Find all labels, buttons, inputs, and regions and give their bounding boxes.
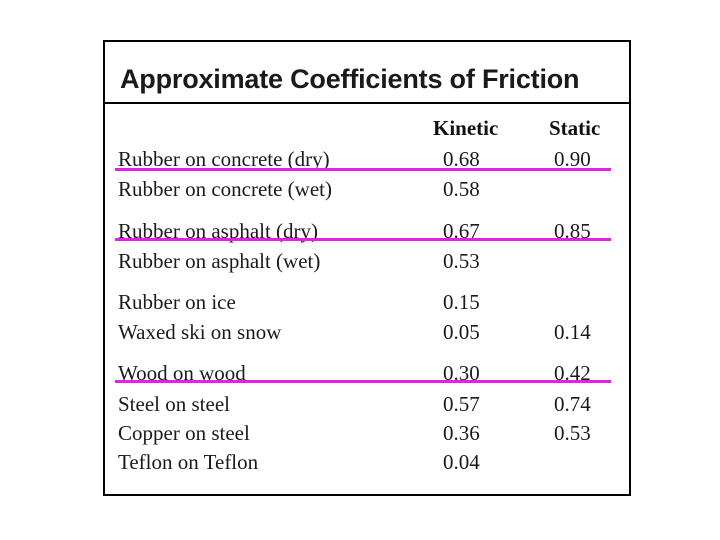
material-cell: Rubber on asphalt (wet) [118,249,321,273]
table-row: Waxed ski on snow 0.05 0.14 [105,318,629,346]
material-cell: Steel on steel [118,392,230,416]
header-kinetic: Kinetic [433,116,499,140]
table-title: Approximate Coefficients of Friction [105,42,629,104]
material-cell: Waxed ski on snow [118,320,282,344]
header-static: Static [549,116,601,140]
highlight-underline [115,238,611,241]
kinetic-cell: 0.04 [443,450,480,474]
material-cell: Rubber on concrete (dry) [118,147,330,171]
static-cell: 0.90 [554,147,591,171]
table-row: Rubber on concrete (dry) 0.68 0.90 [105,145,629,173]
highlight-underline [115,168,611,171]
material-cell: Copper on steel [118,421,250,445]
kinetic-cell: 0.53 [443,249,480,273]
static-cell: 0.74 [554,392,591,416]
kinetic-cell: 0.57 [443,392,480,416]
table-row: Copper on steel 0.36 0.53 [105,419,629,447]
material-cell: Teflon on Teflon [118,450,259,474]
friction-table: Approximate Coefficients of Friction Kin… [103,40,631,496]
kinetic-cell: 0.68 [443,147,480,171]
table-row: Steel on steel 0.57 0.74 [105,390,629,418]
highlight-underline [115,380,611,383]
static-cell: 0.14 [554,320,591,344]
material-cell: Rubber on concrete (wet) [118,177,332,201]
material-cell: Rubber on ice [118,290,236,314]
kinetic-cell: 0.15 [443,290,480,314]
table-row: Rubber on concrete (wet) 0.58 [105,175,629,203]
kinetic-cell: 0.05 [443,320,480,344]
table-row: Rubber on asphalt (wet) 0.53 [105,247,629,275]
static-cell: 0.53 [554,421,591,445]
table-row: Rubber on ice 0.15 [105,288,629,316]
kinetic-cell: 0.36 [443,421,480,445]
kinetic-cell: 0.58 [443,177,480,201]
table-row: Teflon on Teflon 0.04 [105,448,629,476]
